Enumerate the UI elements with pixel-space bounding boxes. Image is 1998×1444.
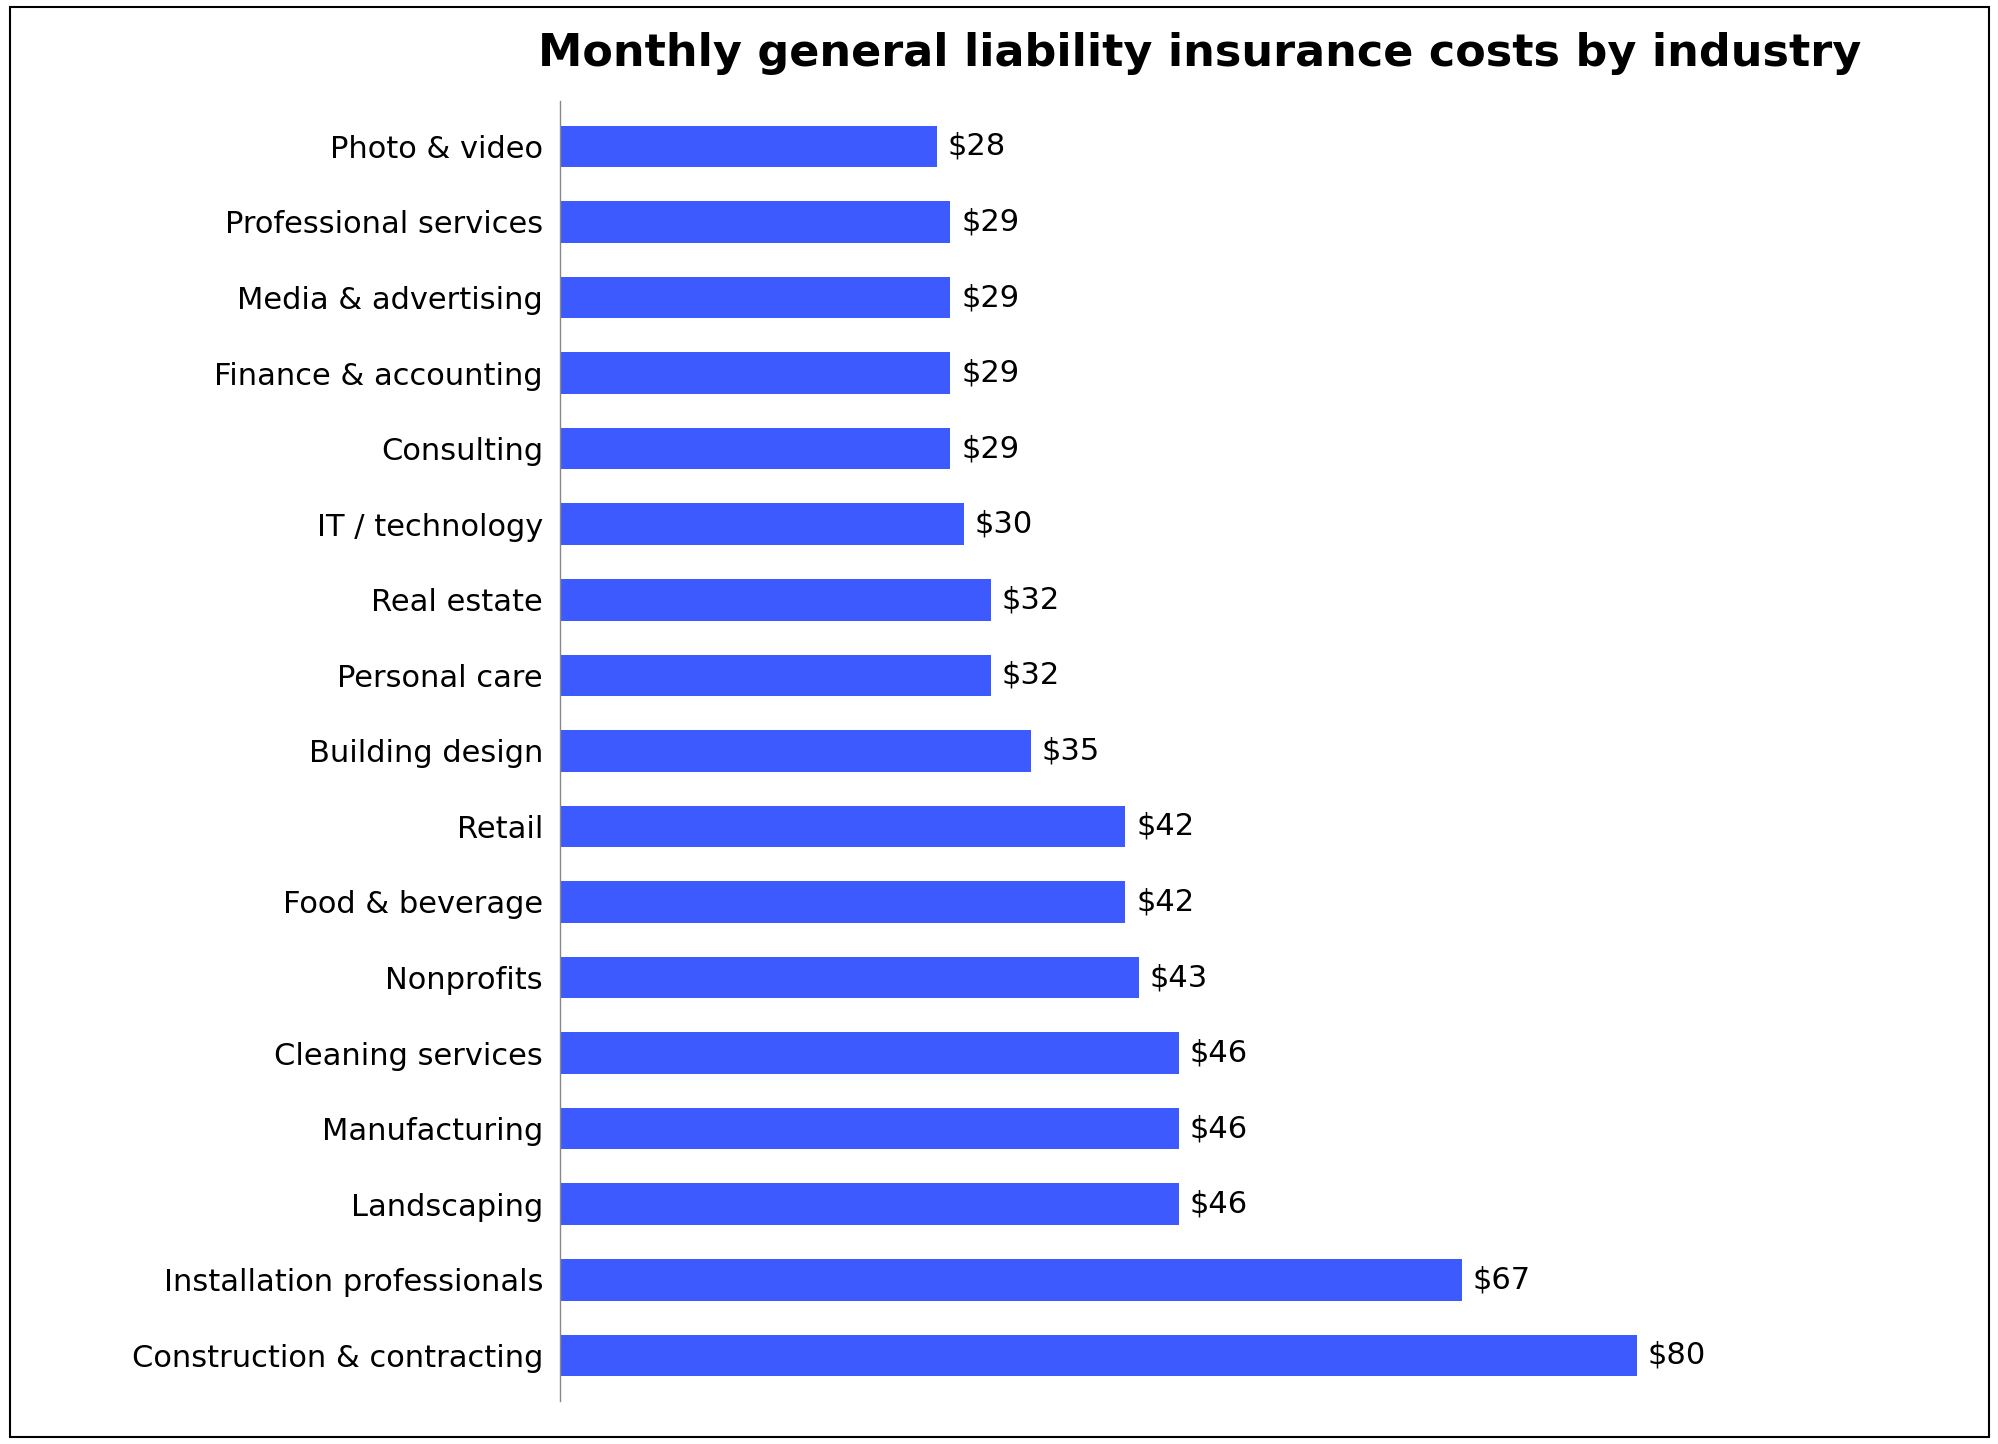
- Bar: [559, 579, 991, 621]
- Text: $29: $29: [961, 435, 1019, 464]
- Bar: [559, 806, 1125, 848]
- Text: $80: $80: [1646, 1341, 1704, 1370]
- Text: $35: $35: [1041, 736, 1099, 765]
- Text: $46: $46: [1189, 1190, 1247, 1219]
- Bar: [559, 1259, 1461, 1301]
- Bar: [559, 1334, 1636, 1376]
- Text: $29: $29: [961, 283, 1019, 312]
- Bar: [559, 427, 949, 469]
- Bar: [559, 126, 937, 168]
- Bar: [559, 881, 1125, 923]
- Bar: [559, 504, 963, 544]
- Text: $43: $43: [1149, 963, 1207, 992]
- Bar: [559, 201, 949, 243]
- Text: $32: $32: [1001, 585, 1059, 614]
- Text: $42: $42: [1135, 888, 1193, 917]
- Text: $30: $30: [973, 510, 1033, 539]
- Bar: [559, 654, 991, 696]
- Text: $29: $29: [961, 208, 1019, 237]
- Bar: [559, 277, 949, 318]
- Title: Monthly general liability insurance costs by industry: Monthly general liability insurance cost…: [537, 32, 1860, 75]
- Bar: [559, 352, 949, 394]
- Text: $32: $32: [1001, 661, 1059, 690]
- Text: $46: $46: [1189, 1038, 1247, 1067]
- Bar: [559, 1032, 1179, 1074]
- Bar: [559, 1184, 1179, 1225]
- Bar: [559, 957, 1139, 998]
- Text: $29: $29: [961, 358, 1019, 387]
- Bar: [559, 1108, 1179, 1149]
- Text: $42: $42: [1135, 812, 1193, 840]
- Text: $46: $46: [1189, 1115, 1247, 1144]
- Text: $28: $28: [947, 131, 1005, 160]
- Bar: [559, 731, 1031, 771]
- Text: $67: $67: [1473, 1265, 1530, 1294]
